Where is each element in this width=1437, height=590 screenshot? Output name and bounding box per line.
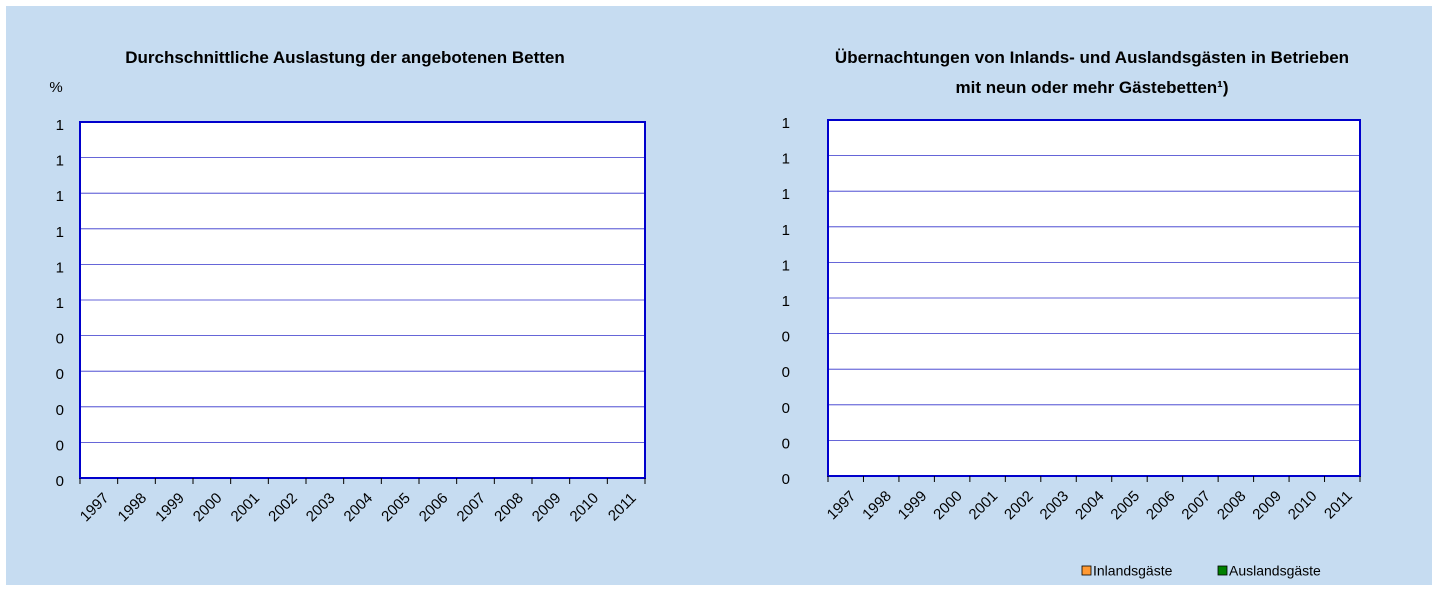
y-tick-label: 0 <box>56 366 64 383</box>
y-tick-label: 0 <box>782 400 790 417</box>
y-tick-label: 1 <box>56 117 64 134</box>
legend-label: Auslandsgäste <box>1229 563 1321 579</box>
legend-label: Inlandsgäste <box>1093 563 1173 579</box>
legend-swatch <box>1081 565 1092 576</box>
y-tick-label: 1 <box>56 295 64 312</box>
chart-title: Übernachtungen von Inlands- und Auslands… <box>834 48 1350 97</box>
y-tick-label: 0 <box>782 471 790 488</box>
y-tick-label: 0 <box>56 437 64 454</box>
plot-border <box>827 119 1361 477</box>
y-tick-label: 0 <box>782 329 790 346</box>
y-tick-label: 0 <box>56 402 64 419</box>
y-tick-label: 1 <box>782 186 790 203</box>
y-tick-label: 1 <box>782 293 790 310</box>
y-tick-label: 1 <box>782 115 790 132</box>
y-tick-label: 1 <box>56 153 64 170</box>
y-tick-label: 1 <box>56 224 64 241</box>
y-tick-label: 1 <box>782 151 790 168</box>
y-tick-label: 0 <box>782 364 790 381</box>
y-axis-label: % <box>49 79 62 96</box>
y-tick-label: 1 <box>56 259 64 276</box>
y-tick-label: 1 <box>782 222 790 239</box>
chart-title: Durchschnittliche Auslastung der angebot… <box>125 48 565 67</box>
plot-border <box>79 121 646 479</box>
legend-swatch <box>1217 565 1228 576</box>
y-tick-label: 0 <box>782 435 790 452</box>
y-tick-label: 0 <box>56 331 64 348</box>
y-tick-label: 1 <box>56 188 64 205</box>
y-tick-label: 1 <box>782 257 790 274</box>
y-tick-label: 0 <box>56 473 64 490</box>
